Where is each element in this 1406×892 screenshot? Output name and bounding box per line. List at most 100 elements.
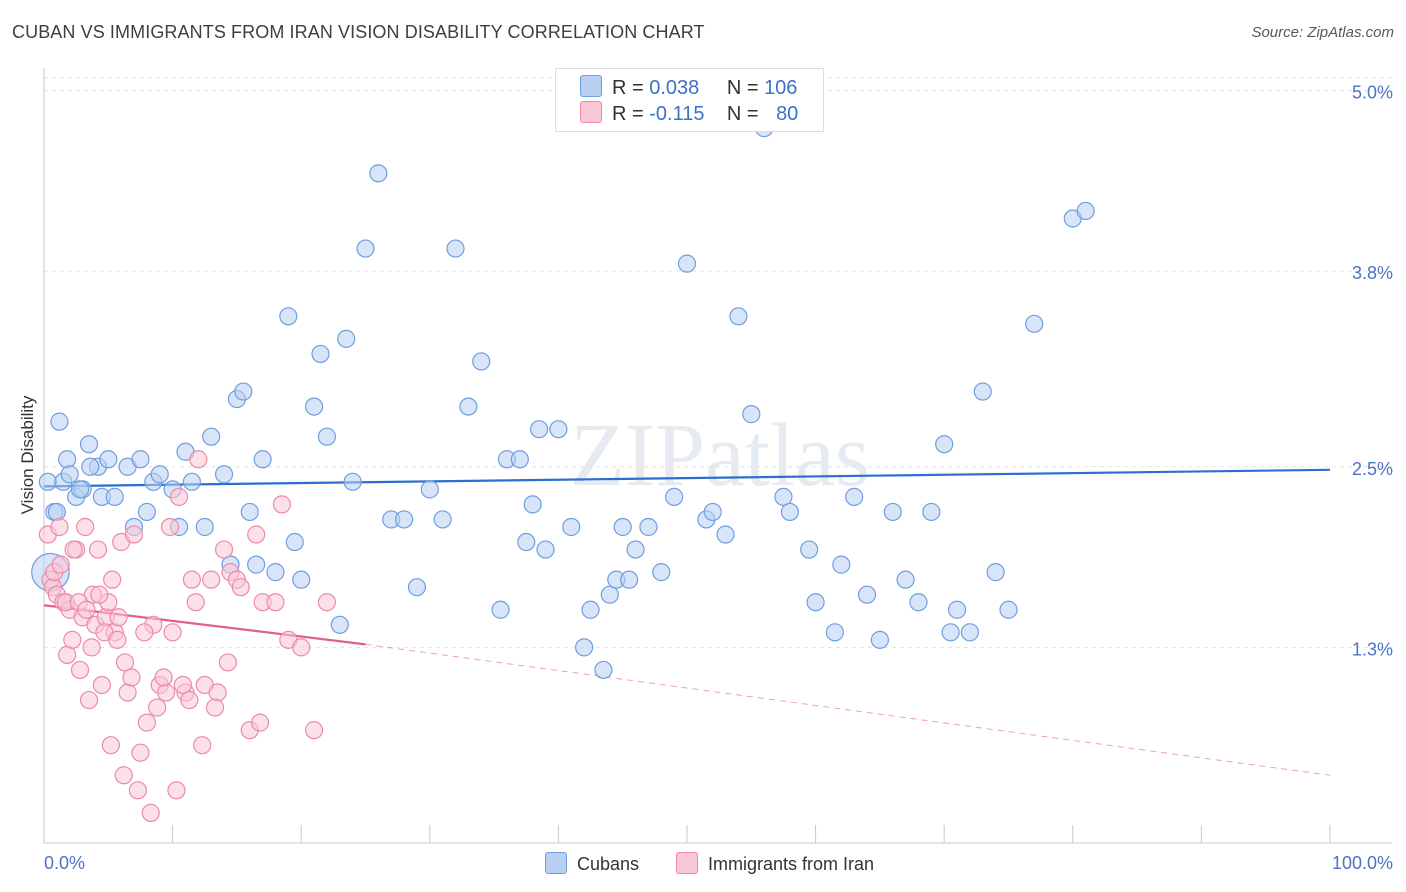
axes xyxy=(43,68,1392,844)
cubans-point xyxy=(317,427,337,446)
y-axis-label: Vision Disability xyxy=(18,395,37,514)
cubans-point xyxy=(446,239,465,258)
cubans-point xyxy=(562,517,581,537)
iran-point xyxy=(76,517,95,537)
grid-lines xyxy=(44,77,1392,648)
cubans-point xyxy=(343,472,362,491)
iran-point xyxy=(108,630,127,649)
cubans-point xyxy=(536,540,555,559)
iran-point xyxy=(317,593,337,612)
iran-point xyxy=(90,585,109,604)
iran-point xyxy=(135,623,154,642)
legend-row-iran: R = -0.115 N = 80 xyxy=(580,101,798,125)
iran-point xyxy=(122,668,141,687)
bottom-legend-label-iran: Immigrants from Iran xyxy=(708,854,875,874)
cubans-point xyxy=(131,450,150,469)
iran-point xyxy=(115,653,135,672)
iran-point xyxy=(77,600,96,619)
trend-lines xyxy=(43,468,1331,776)
cubans-point xyxy=(845,487,864,506)
iran-point xyxy=(272,495,292,514)
cubans-point xyxy=(150,465,169,484)
cubans-point xyxy=(433,510,452,529)
cubans-point xyxy=(394,510,414,529)
y-tick-label: 5.0% xyxy=(1352,83,1393,103)
legend-n-label: N = xyxy=(726,77,759,99)
legend-r-label: R = xyxy=(612,77,644,99)
iran-point xyxy=(101,736,120,755)
cubans-point xyxy=(99,450,118,469)
cubans-point xyxy=(304,397,324,416)
iran-point xyxy=(70,660,90,680)
iran-point xyxy=(173,675,192,695)
cubans-point xyxy=(279,307,298,326)
iran-point xyxy=(64,540,83,559)
cubans-point xyxy=(1076,201,1095,221)
cubans-point xyxy=(234,382,253,401)
cubans-point xyxy=(240,502,259,522)
iran-point xyxy=(114,766,133,785)
y-tick-label: 3.8% xyxy=(1352,263,1393,283)
bottom-legend-swatch-iran xyxy=(676,852,698,874)
cubans-point xyxy=(81,457,100,476)
legend-swatch-iran xyxy=(580,101,602,123)
y-tick-label: 2.5% xyxy=(1352,459,1393,479)
iran-point xyxy=(128,781,147,800)
x-tick-label-min: 0.0% xyxy=(44,853,85,873)
cubans-point xyxy=(530,420,549,439)
cubans-point xyxy=(337,329,356,348)
iran-point xyxy=(169,487,189,506)
cubans-point xyxy=(182,472,201,491)
correlation-legend: R = 0.038 N = 106 R = -0.115 N = 80 xyxy=(555,68,824,132)
iran-point xyxy=(250,713,270,732)
bottom-legend-label-cubans: Cubans xyxy=(577,854,640,874)
cubans-point xyxy=(909,593,928,612)
y-tick-label: 1.3% xyxy=(1352,639,1393,659)
cubans-point xyxy=(774,487,793,506)
iran-point xyxy=(231,578,250,597)
legend-n-label: N = xyxy=(726,103,759,125)
iran-point xyxy=(163,623,182,642)
iran-point xyxy=(202,570,221,589)
cubans-trend-line xyxy=(43,468,1331,488)
chart-title: CUBAN VS IMMIGRANTS FROM IRAN VISION DIS… xyxy=(12,22,705,42)
iran-point xyxy=(154,668,173,687)
data-points xyxy=(31,119,1095,823)
cubans-point xyxy=(105,487,124,506)
cubans-point xyxy=(857,585,877,604)
cubans-point xyxy=(137,502,156,522)
iran-point xyxy=(141,803,160,823)
cubans-point xyxy=(407,578,427,597)
cubans-point xyxy=(202,427,221,446)
cubans-point xyxy=(973,382,992,401)
iran-trend-line xyxy=(43,604,366,646)
cubans-point xyxy=(523,495,542,514)
iran-point xyxy=(157,683,176,702)
cubans-point xyxy=(941,623,960,642)
cubans-point xyxy=(47,502,66,522)
cubans-point xyxy=(825,623,844,642)
cubans-point xyxy=(896,570,915,589)
iran-point xyxy=(304,721,324,740)
cubans-point xyxy=(665,487,684,506)
cubans-point xyxy=(549,420,568,439)
legend-n-value-cubans: 106 xyxy=(764,77,798,99)
legend-row-cubans: R = 0.038 N = 106 xyxy=(580,75,797,99)
legend-r-value-iran: -0.115 xyxy=(649,103,705,125)
cubans-point xyxy=(986,563,1005,582)
iran-point xyxy=(208,683,227,702)
cubans-point xyxy=(311,344,330,364)
cubans-point xyxy=(420,480,439,499)
cubans-point xyxy=(652,563,671,582)
cubans-point xyxy=(729,307,748,326)
iran-point xyxy=(79,690,99,710)
cubans-point xyxy=(79,435,99,454)
cubans-point xyxy=(575,638,594,657)
cubans-point xyxy=(626,540,645,559)
iran-point xyxy=(182,570,201,589)
iran-point xyxy=(193,736,212,755)
cubans-point xyxy=(639,517,658,537)
axis-labels: Vision Disability 0.0% 100.0% 1.3% 2.5% 3.… xyxy=(18,83,1393,873)
iran-point xyxy=(58,645,77,664)
cubans-point xyxy=(960,623,980,642)
